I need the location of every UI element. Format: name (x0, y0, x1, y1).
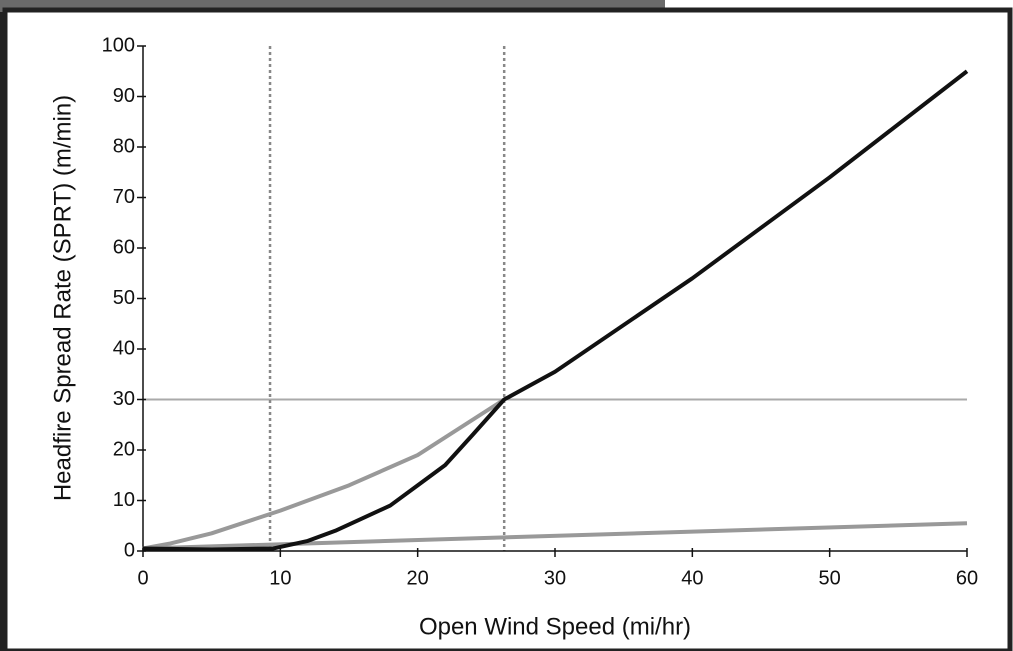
y-tick-label: 10 (113, 489, 135, 511)
series-line (142, 397, 506, 551)
x-tick-label: 50 (819, 567, 841, 589)
x-tick-label: 60 (956, 567, 978, 589)
y-tick-label: 70 (113, 186, 135, 208)
y-tick-label: 0 (124, 539, 135, 561)
x-tick-label: 40 (681, 567, 703, 589)
series-line (142, 521, 968, 551)
y-tick-label: 50 (113, 287, 135, 309)
x-tick-label: 0 (137, 567, 148, 589)
x-tick-label: 10 (269, 567, 291, 589)
y-tick-label: 60 (113, 236, 135, 258)
x-tick-label: 20 (407, 567, 429, 589)
y-tick-label: 80 (113, 135, 135, 157)
x-axis-title: Open Wind Speed (mi/hr) (419, 613, 691, 640)
y-tick-label: 30 (113, 388, 135, 410)
y-tick-label: 20 (113, 438, 135, 460)
x-tick-label: 30 (544, 567, 566, 589)
y-tick-label: 40 (113, 337, 135, 359)
series-line (142, 69, 969, 552)
y-axis-title: Headfire Spread Rate (SPRT) (m/min) (49, 95, 76, 501)
y-tick-label: 90 (113, 85, 135, 107)
y-tick-label: 100 (102, 34, 135, 56)
panel (2, 7, 1013, 651)
